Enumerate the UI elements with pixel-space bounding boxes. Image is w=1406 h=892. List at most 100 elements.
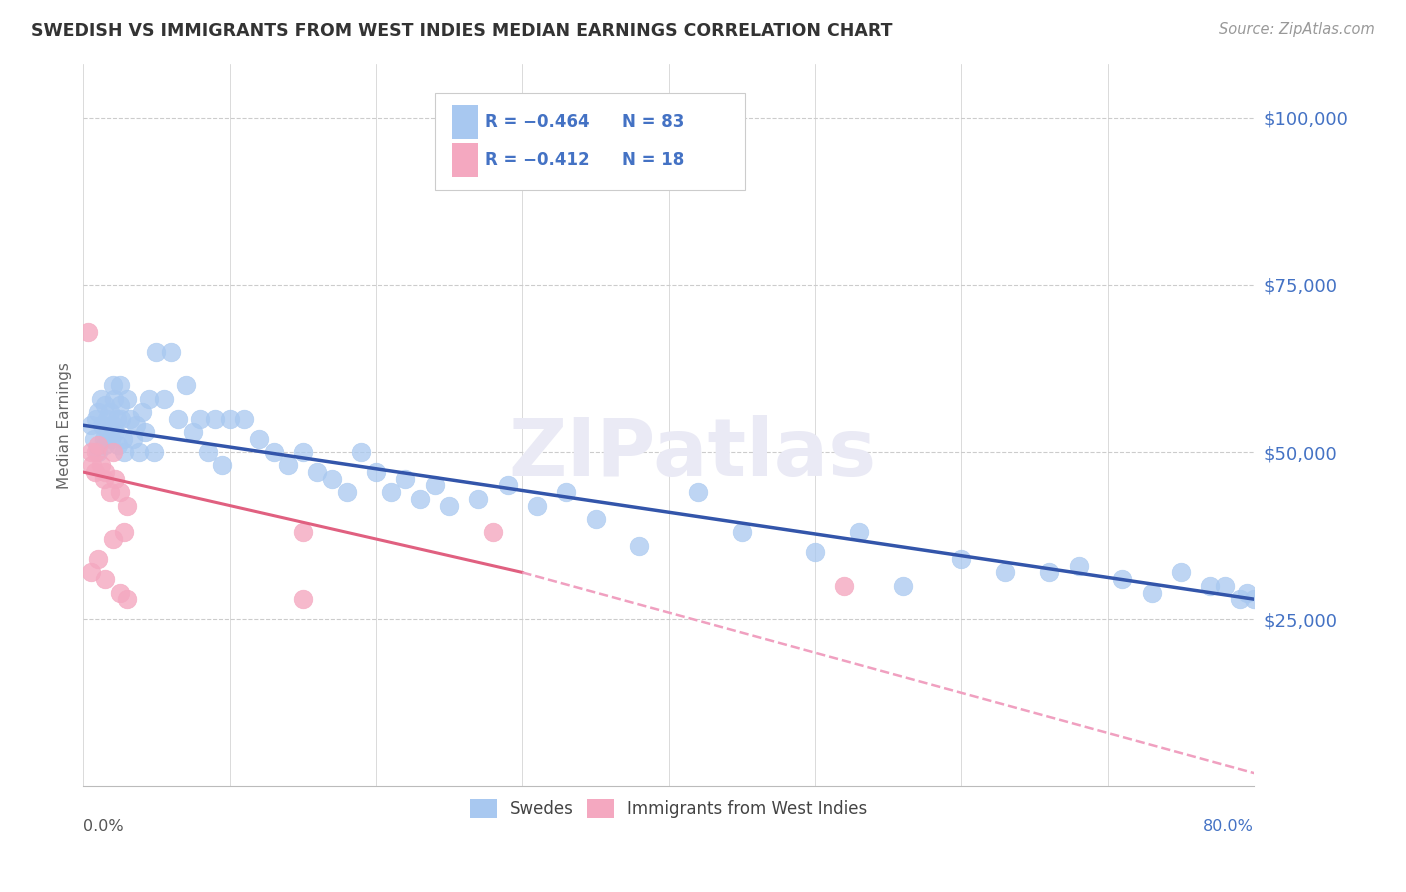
- Point: [122, 432, 145, 446]
- Point: [409, 491, 432, 506]
- Point: [87, 438, 110, 452]
- Point: [87, 445, 110, 459]
- Point: [104, 425, 127, 439]
- Point: [79, 445, 101, 459]
- Point: [79, 418, 101, 433]
- Point: [1140, 585, 1163, 599]
- Point: [482, 525, 505, 540]
- Point: [628, 539, 651, 553]
- Point: [112, 525, 135, 540]
- Point: [686, 485, 709, 500]
- Point: [107, 438, 129, 452]
- Point: [79, 566, 101, 580]
- Point: [93, 432, 115, 446]
- Point: [263, 445, 285, 459]
- Legend: Swedes, Immigrants from West Indies: Swedes, Immigrants from West Indies: [464, 792, 875, 825]
- Point: [160, 344, 183, 359]
- Point: [98, 485, 121, 500]
- Point: [83, 432, 105, 446]
- Point: [1170, 566, 1192, 580]
- Text: N = 18: N = 18: [621, 151, 685, 169]
- Point: [804, 545, 827, 559]
- Point: [115, 392, 138, 406]
- Point: [181, 425, 204, 439]
- Point: [87, 405, 110, 419]
- Point: [307, 465, 329, 479]
- Point: [96, 411, 118, 425]
- Point: [394, 472, 416, 486]
- Point: [1229, 592, 1251, 607]
- Point: [100, 432, 122, 446]
- Point: [112, 445, 135, 459]
- Text: R = −0.412: R = −0.412: [485, 151, 589, 169]
- Point: [380, 485, 402, 500]
- Point: [103, 392, 125, 406]
- Point: [101, 378, 124, 392]
- Text: 0.0%: 0.0%: [83, 819, 124, 834]
- Text: SWEDISH VS IMMIGRANTS FROM WEST INDIES MEDIAN EARNINGS CORRELATION CHART: SWEDISH VS IMMIGRANTS FROM WEST INDIES M…: [31, 22, 893, 40]
- Point: [211, 458, 233, 473]
- Point: [291, 592, 314, 607]
- FancyBboxPatch shape: [453, 143, 478, 178]
- Point: [204, 411, 226, 425]
- Point: [108, 585, 131, 599]
- Point: [94, 438, 117, 452]
- Text: N = 83: N = 83: [621, 113, 685, 131]
- Point: [101, 532, 124, 546]
- Point: [152, 392, 174, 406]
- FancyBboxPatch shape: [453, 104, 478, 139]
- Point: [120, 411, 142, 425]
- Point: [91, 418, 114, 433]
- Point: [848, 525, 870, 540]
- Point: [86, 445, 108, 459]
- Point: [190, 411, 212, 425]
- Point: [526, 499, 548, 513]
- Point: [108, 398, 131, 412]
- Point: [86, 411, 108, 425]
- Point: [423, 478, 446, 492]
- Point: [350, 445, 373, 459]
- Point: [496, 478, 519, 492]
- Point: [1243, 592, 1265, 607]
- Point: [90, 392, 112, 406]
- Y-axis label: Median Earnings: Median Earnings: [58, 362, 72, 489]
- Point: [585, 512, 607, 526]
- Point: [110, 411, 132, 425]
- Point: [128, 445, 150, 459]
- Point: [94, 465, 117, 479]
- Point: [321, 472, 343, 486]
- Text: Source: ZipAtlas.com: Source: ZipAtlas.com: [1219, 22, 1375, 37]
- Point: [76, 325, 98, 339]
- Text: 80.0%: 80.0%: [1204, 819, 1254, 834]
- Point: [233, 411, 256, 425]
- Point: [131, 405, 153, 419]
- Point: [98, 405, 121, 419]
- Text: ZIPatlas: ZIPatlas: [508, 415, 876, 493]
- FancyBboxPatch shape: [434, 93, 745, 191]
- Point: [437, 499, 460, 513]
- Point: [138, 392, 160, 406]
- Point: [134, 425, 156, 439]
- Point: [90, 458, 112, 473]
- Point: [291, 525, 314, 540]
- Point: [1111, 572, 1133, 586]
- Point: [1067, 558, 1090, 573]
- Point: [218, 411, 240, 425]
- Point: [174, 378, 197, 392]
- Point: [950, 552, 973, 566]
- Point: [105, 411, 128, 425]
- Point: [101, 445, 124, 459]
- Point: [111, 432, 134, 446]
- Point: [1236, 585, 1258, 599]
- Text: R = −0.464: R = −0.464: [485, 113, 589, 131]
- Point: [364, 465, 387, 479]
- Point: [115, 499, 138, 513]
- Point: [891, 579, 914, 593]
- Point: [80, 458, 103, 473]
- Point: [94, 398, 117, 412]
- Point: [994, 566, 1017, 580]
- Point: [115, 592, 138, 607]
- Point: [467, 491, 489, 506]
- Point: [277, 458, 299, 473]
- Point: [108, 485, 131, 500]
